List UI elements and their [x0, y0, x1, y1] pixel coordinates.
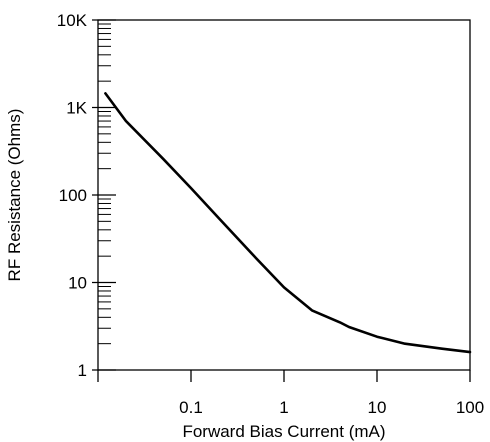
x-tick-label: 100	[456, 398, 484, 417]
y-axis-ticks	[92, 19, 116, 371]
series-group	[104, 92, 472, 354]
x-axis-tick-labels: 0.1 1 10 100	[179, 398, 484, 417]
x-tick-label: 10	[368, 398, 387, 417]
x-tick-label: 0.1	[179, 398, 203, 417]
y-axis-tick-labels: 1 10 100 1K 10K	[57, 11, 88, 380]
y-tick-label: 1K	[66, 99, 87, 118]
y-axis-title: RF Resistance (Ohms)	[5, 109, 24, 282]
y-tick-label: 1	[78, 361, 87, 380]
y-tick-label: 100	[59, 186, 87, 205]
x-tick-label: 1	[279, 398, 288, 417]
x-axis-ticks	[97, 370, 471, 382]
y-tick-label: 10K	[57, 11, 88, 30]
series-line-0	[104, 92, 472, 354]
y-tick-label: 10	[68, 274, 87, 293]
x-axis-title: Forward Bias Current (mA)	[182, 422, 385, 441]
plot-frame	[97, 19, 471, 371]
